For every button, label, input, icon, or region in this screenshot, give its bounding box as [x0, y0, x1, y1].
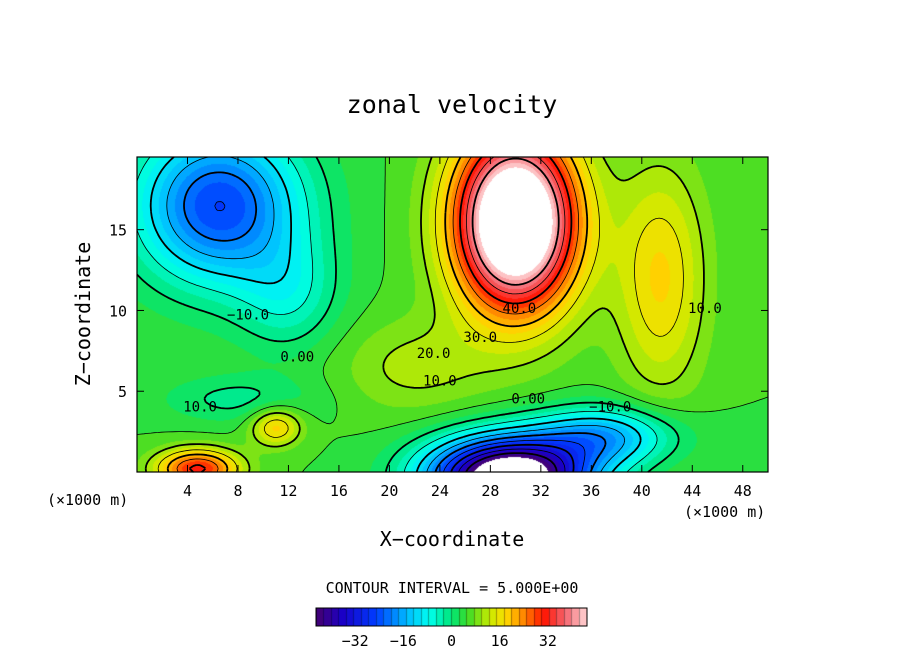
x-tick-label: 28 — [481, 482, 499, 500]
contour-label: 0.00 — [280, 349, 314, 365]
x-tick-label: 36 — [582, 482, 600, 500]
contour-label: 30.0 — [463, 330, 497, 346]
y-axis-label: Z−coordinate — [71, 242, 95, 387]
heatmap-area — [137, 157, 768, 472]
y-axis: 5 10 15 — [109, 222, 768, 401]
contour-label: −10.0 — [227, 307, 269, 323]
contour-line — [176, 156, 579, 473]
x-unit-label: (×1000 m) — [684, 503, 765, 521]
contour-line — [149, 156, 642, 473]
y-tick-label: 5 — [118, 383, 127, 401]
contour-lines — [136, 156, 769, 473]
contour-labels: 40.0 30.0 20.0 10.0 0.00 −10.0 10.0 10.0 −10.0 0.… — [183, 301, 722, 416]
chart-title: zonal velocity — [347, 90, 558, 119]
x-tick-label: 4 — [183, 482, 192, 500]
colorbar-tick-label: 16 — [491, 632, 509, 650]
colorbar-tick-label: −32 — [342, 632, 369, 650]
x-tick-label: 24 — [431, 482, 449, 500]
contour-line — [471, 157, 560, 286]
contour-label: 20.0 — [417, 346, 451, 362]
contour-line — [214, 201, 586, 473]
contour-line — [458, 448, 566, 473]
contour-line — [136, 157, 769, 473]
x-tick-label: 16 — [330, 482, 348, 500]
contour-line — [157, 156, 684, 473]
contour-label: 40.0 — [503, 301, 537, 317]
x-tick-label: 48 — [734, 482, 752, 500]
colorbar: −32 −16 0 16 32 — [315, 607, 588, 650]
contour-label: −10.0 — [589, 399, 631, 415]
x-tick-label: 44 — [683, 482, 701, 500]
contour-line — [450, 443, 575, 473]
contour-line — [166, 156, 589, 473]
x-tick-label: 40 — [633, 482, 651, 500]
y-tick-label: 15 — [109, 222, 127, 240]
x-tick-label: 20 — [380, 482, 398, 500]
contour-line — [183, 171, 607, 473]
x-axis-label: X−coordinate — [380, 527, 525, 551]
z-unit-label: (×1000 m) — [47, 491, 128, 509]
colorbar-tick-label: 32 — [539, 632, 557, 650]
x-tick-label: 12 — [279, 482, 297, 500]
contour-label: 0.00 — [511, 391, 545, 407]
contour-line — [136, 156, 658, 473]
contour-line — [166, 156, 626, 473]
plot-frame — [136, 156, 769, 473]
y-tick-label: 10 — [109, 302, 127, 320]
contour-line — [466, 156, 566, 295]
contour-line — [188, 156, 573, 473]
contour-label: 10.0 — [688, 301, 722, 317]
x-tick-label: 8 — [233, 482, 242, 500]
contour-label: 10.0 — [183, 399, 217, 415]
contour-line — [144, 156, 705, 473]
colorbar-tick-label: −16 — [390, 632, 417, 650]
x-axis: 4 8 12 16 20 24 28 32 36 40 44 48 — [183, 157, 752, 500]
colorbar-tick-label: 0 — [447, 632, 456, 650]
contour-label: 10.0 — [423, 374, 457, 390]
x-tick-label: 32 — [532, 482, 550, 500]
contour-interval-text: CONTOUR INTERVAL = 5.000E+00 — [326, 579, 579, 597]
